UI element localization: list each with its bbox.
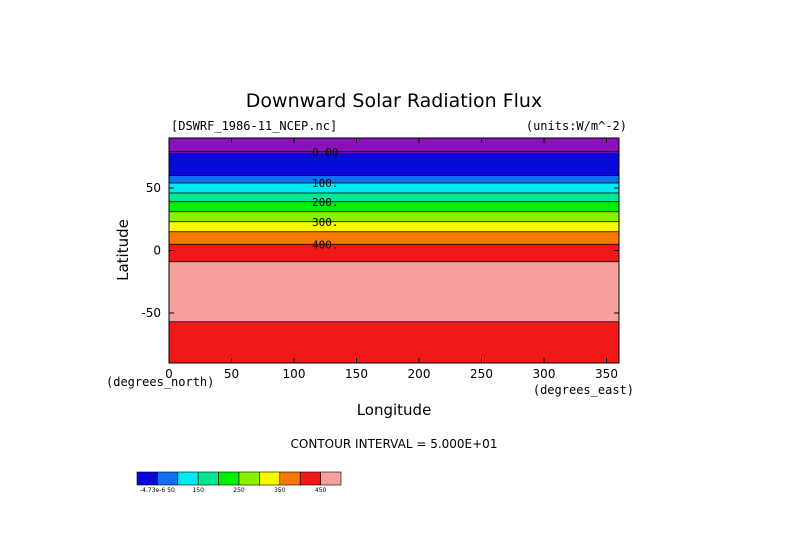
contour-label-2: 200.	[312, 196, 339, 209]
colorbar-box-3	[197, 471, 219, 486]
colorbar-box-4	[218, 471, 240, 486]
contour-label-3: 300.	[312, 216, 339, 229]
x-axis-title: Longitude	[357, 401, 432, 419]
contour-interval-note: CONTOUR INTERVAL = 5.000E+01	[291, 437, 498, 451]
colorbar: -4.73e-6 50 150 250 350 450	[136, 471, 342, 494]
fill-band-6	[169, 211, 619, 222]
fill-band-1	[169, 153, 619, 176]
fill-band-7	[169, 221, 619, 232]
colorbar-box-6	[259, 471, 281, 486]
fill-band-4	[169, 193, 619, 202]
fill-band-5	[169, 201, 619, 212]
x-tick-label-100: 100	[283, 367, 306, 381]
colorbar-box-7	[279, 471, 301, 486]
x-axis-ticks: 0 50 100 150 200 250 300 350	[165, 138, 618, 381]
colorbar-box-2	[177, 471, 199, 486]
y-tick-label-0: 0	[153, 244, 161, 258]
colorbar-box-9	[320, 471, 342, 486]
chart-title: Downward Solar Radiation Flux	[246, 90, 542, 112]
contour-label-0: 0.00	[312, 146, 339, 159]
y-tick-label-50: 50	[146, 181, 161, 195]
fill-band-3	[169, 183, 619, 193]
fill-band-9	[169, 244, 619, 262]
fill-band-2	[169, 175, 619, 183]
dataset-file-label: [DSWRF_1986-11_NCEP.nc]	[171, 119, 337, 133]
fill-band-0	[169, 138, 619, 153]
colorbar-box-5	[238, 471, 260, 486]
contour-labels: 0.00 100. 200. 300. 400.	[312, 146, 339, 252]
colorbar-label-4: 450	[315, 487, 327, 494]
y-axis-ticks: -50 0 50	[141, 181, 619, 320]
y-axis-title: Latitude	[114, 219, 132, 281]
contour-label-4: 400.	[312, 238, 339, 251]
color-fill-bands	[169, 138, 619, 363]
x-tick-label-300: 300	[533, 367, 556, 381]
x-unit-label: (degrees_east)	[533, 383, 634, 397]
contour-lines	[169, 151, 619, 323]
colorbar-box-8	[299, 471, 321, 486]
x-tick-label-200: 200	[408, 367, 431, 381]
x-tick-label-50: 50	[224, 367, 239, 381]
units-label: (units:W/m^-2)	[526, 119, 627, 133]
fill-band-8	[169, 231, 619, 245]
y-unit-label: (degrees_north)	[106, 375, 214, 389]
x-tick-label-0: 0	[165, 367, 173, 381]
colorbar-label-1: 150	[192, 487, 204, 494]
colorbar-label-2: 250	[233, 487, 245, 494]
colorbar-label-3: 350	[274, 487, 286, 494]
x-tick-label-250: 250	[470, 367, 493, 381]
x-tick-label-150: 150	[345, 367, 368, 381]
colorbar-box-1	[157, 471, 179, 486]
contour-label-1: 100.	[312, 177, 339, 190]
y-tick-label--50: -50	[141, 306, 161, 320]
fill-band-11	[169, 321, 619, 363]
colorbar-label-0: -4.73e-6 50	[140, 487, 175, 494]
x-tick-label-350: 350	[595, 367, 618, 381]
fill-band-10	[169, 261, 619, 322]
colorbar-box-0	[136, 471, 158, 486]
